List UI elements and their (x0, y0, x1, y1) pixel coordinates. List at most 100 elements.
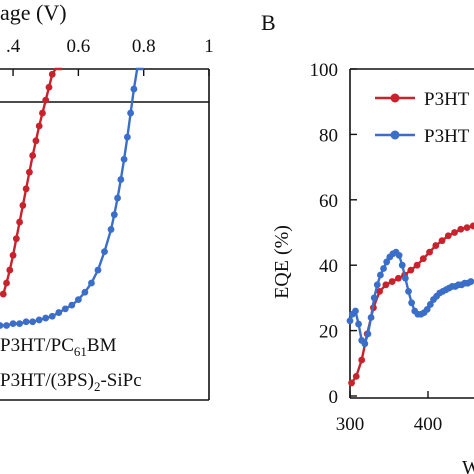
eqe-point (346, 317, 354, 325)
jv-point (0, 322, 4, 329)
jv-x-tick-label: .4 (6, 36, 21, 57)
jv-point (81, 288, 89, 296)
eqe-x-tick-label: 400 (414, 414, 443, 435)
jv-point (123, 133, 131, 141)
jv-legend-label-2: P3HT/(3PS)2-SiPc (0, 370, 142, 394)
jv-point (94, 266, 102, 274)
eqe-point (419, 255, 427, 263)
jv-point (39, 109, 46, 117)
eqe-ticks: 0 20 40 60 80 100 300 400 (310, 60, 443, 435)
eqe-y-tick-label: 60 (319, 191, 338, 212)
jv-point (29, 152, 37, 159)
eqe-point (388, 278, 396, 285)
eqe-point (408, 299, 416, 307)
eqe-point (395, 251, 403, 259)
eqe-point (432, 242, 440, 249)
jv-point (107, 226, 115, 233)
jv-legend-label-1: P3HT/PC61BM (0, 335, 117, 359)
jv-point (48, 312, 56, 320)
jv-point (110, 211, 118, 219)
jv-point (3, 279, 10, 287)
jv-point (42, 96, 50, 104)
eqe-y-tick-label: 0 (329, 387, 339, 408)
eqe-series-line-2 (348, 250, 472, 346)
eqe-point (423, 305, 431, 313)
eqe-legend-marker-2 (390, 130, 400, 140)
eqe-point (348, 379, 355, 387)
eqe-series-layer (346, 222, 474, 387)
jv-point (22, 318, 30, 326)
eqe-point (380, 265, 387, 272)
jv-point (9, 251, 17, 259)
eqe-point (444, 232, 452, 240)
jv-x-tick-label: 0.6 (67, 36, 91, 57)
eqe-legend-label-2: P3HT (424, 126, 470, 147)
eqe-point (413, 261, 421, 269)
eqe-x-tick-label: 300 (336, 414, 365, 435)
jv-point (120, 155, 128, 163)
jv-point (130, 85, 138, 93)
jv-point (25, 168, 33, 176)
eqe-point (361, 340, 369, 348)
eqe-point (364, 330, 372, 338)
eqe-y-tick-label: 20 (319, 322, 338, 343)
jv-point (16, 218, 23, 226)
jv-point (42, 314, 50, 322)
eqe-xlabel-fragment: W (462, 457, 474, 474)
jv-point (61, 305, 69, 313)
jv-point (0, 290, 7, 298)
eqe-chart-panel: B EQE (%) 0 20 40 60 80 100 300 400 P3HT P3HT W (261, 10, 474, 474)
jv-series-line-2 (0, 67, 144, 327)
eqe-point (451, 229, 458, 236)
jv-point (6, 266, 14, 274)
jv-point (35, 316, 43, 324)
jv-point (55, 309, 63, 316)
jv-point (48, 70, 56, 78)
eqe-point (405, 287, 412, 295)
jv-point (74, 296, 82, 304)
jv-point (117, 176, 125, 183)
eqe-point (352, 372, 360, 380)
eqe-point (398, 261, 406, 269)
jv-series-layer (0, 67, 144, 329)
eqe-point (370, 294, 378, 302)
jv-point (45, 83, 53, 91)
eqe-point (355, 320, 362, 328)
eqe-legend-marker-1 (390, 93, 400, 103)
eqe-point (401, 274, 409, 282)
jv-point (127, 109, 135, 117)
eqe-point (367, 314, 375, 321)
eqe-legend: P3HT P3HT (375, 89, 470, 147)
jv-chart-panel: .4 0.6 0.8 1 age (V) P3HT/PC61BM P3HT/(3PS)… (0, 0, 214, 401)
eqe-point (426, 248, 433, 256)
jv-x-tick-label: 1 (204, 36, 214, 57)
eqe-ylabel: EQE (%) (271, 225, 293, 299)
jv-xlabel-fragment: age (V) (0, 0, 67, 25)
jv-point (68, 301, 76, 309)
eqe-y-tick-label: 40 (319, 256, 338, 277)
panel-label-b: B (261, 10, 276, 35)
eqe-point (358, 356, 366, 364)
eqe-point (376, 287, 384, 295)
jv-point (3, 322, 10, 329)
eqe-y-tick-label: 100 (310, 60, 339, 81)
eqe-point (469, 222, 474, 230)
jv-point (35, 122, 43, 130)
eqe-point (394, 274, 402, 282)
jv-point (88, 279, 95, 287)
jv-x-tick-label: 0.8 (132, 36, 156, 57)
eqe-point (467, 278, 474, 285)
eqe-point (382, 281, 390, 289)
eqe-point (373, 281, 381, 289)
jv-point (101, 248, 108, 255)
eqe-point (377, 271, 384, 279)
eqe-legend-label-1: P3HT (424, 89, 470, 110)
jv-x-ticks: .4 0.6 0.8 1 (6, 36, 214, 76)
jv-point (29, 318, 37, 326)
jv-point (16, 320, 23, 328)
eqe-point (383, 258, 391, 266)
jv-point (19, 202, 27, 209)
eqe-point (438, 237, 446, 245)
eqe-point (457, 225, 465, 233)
